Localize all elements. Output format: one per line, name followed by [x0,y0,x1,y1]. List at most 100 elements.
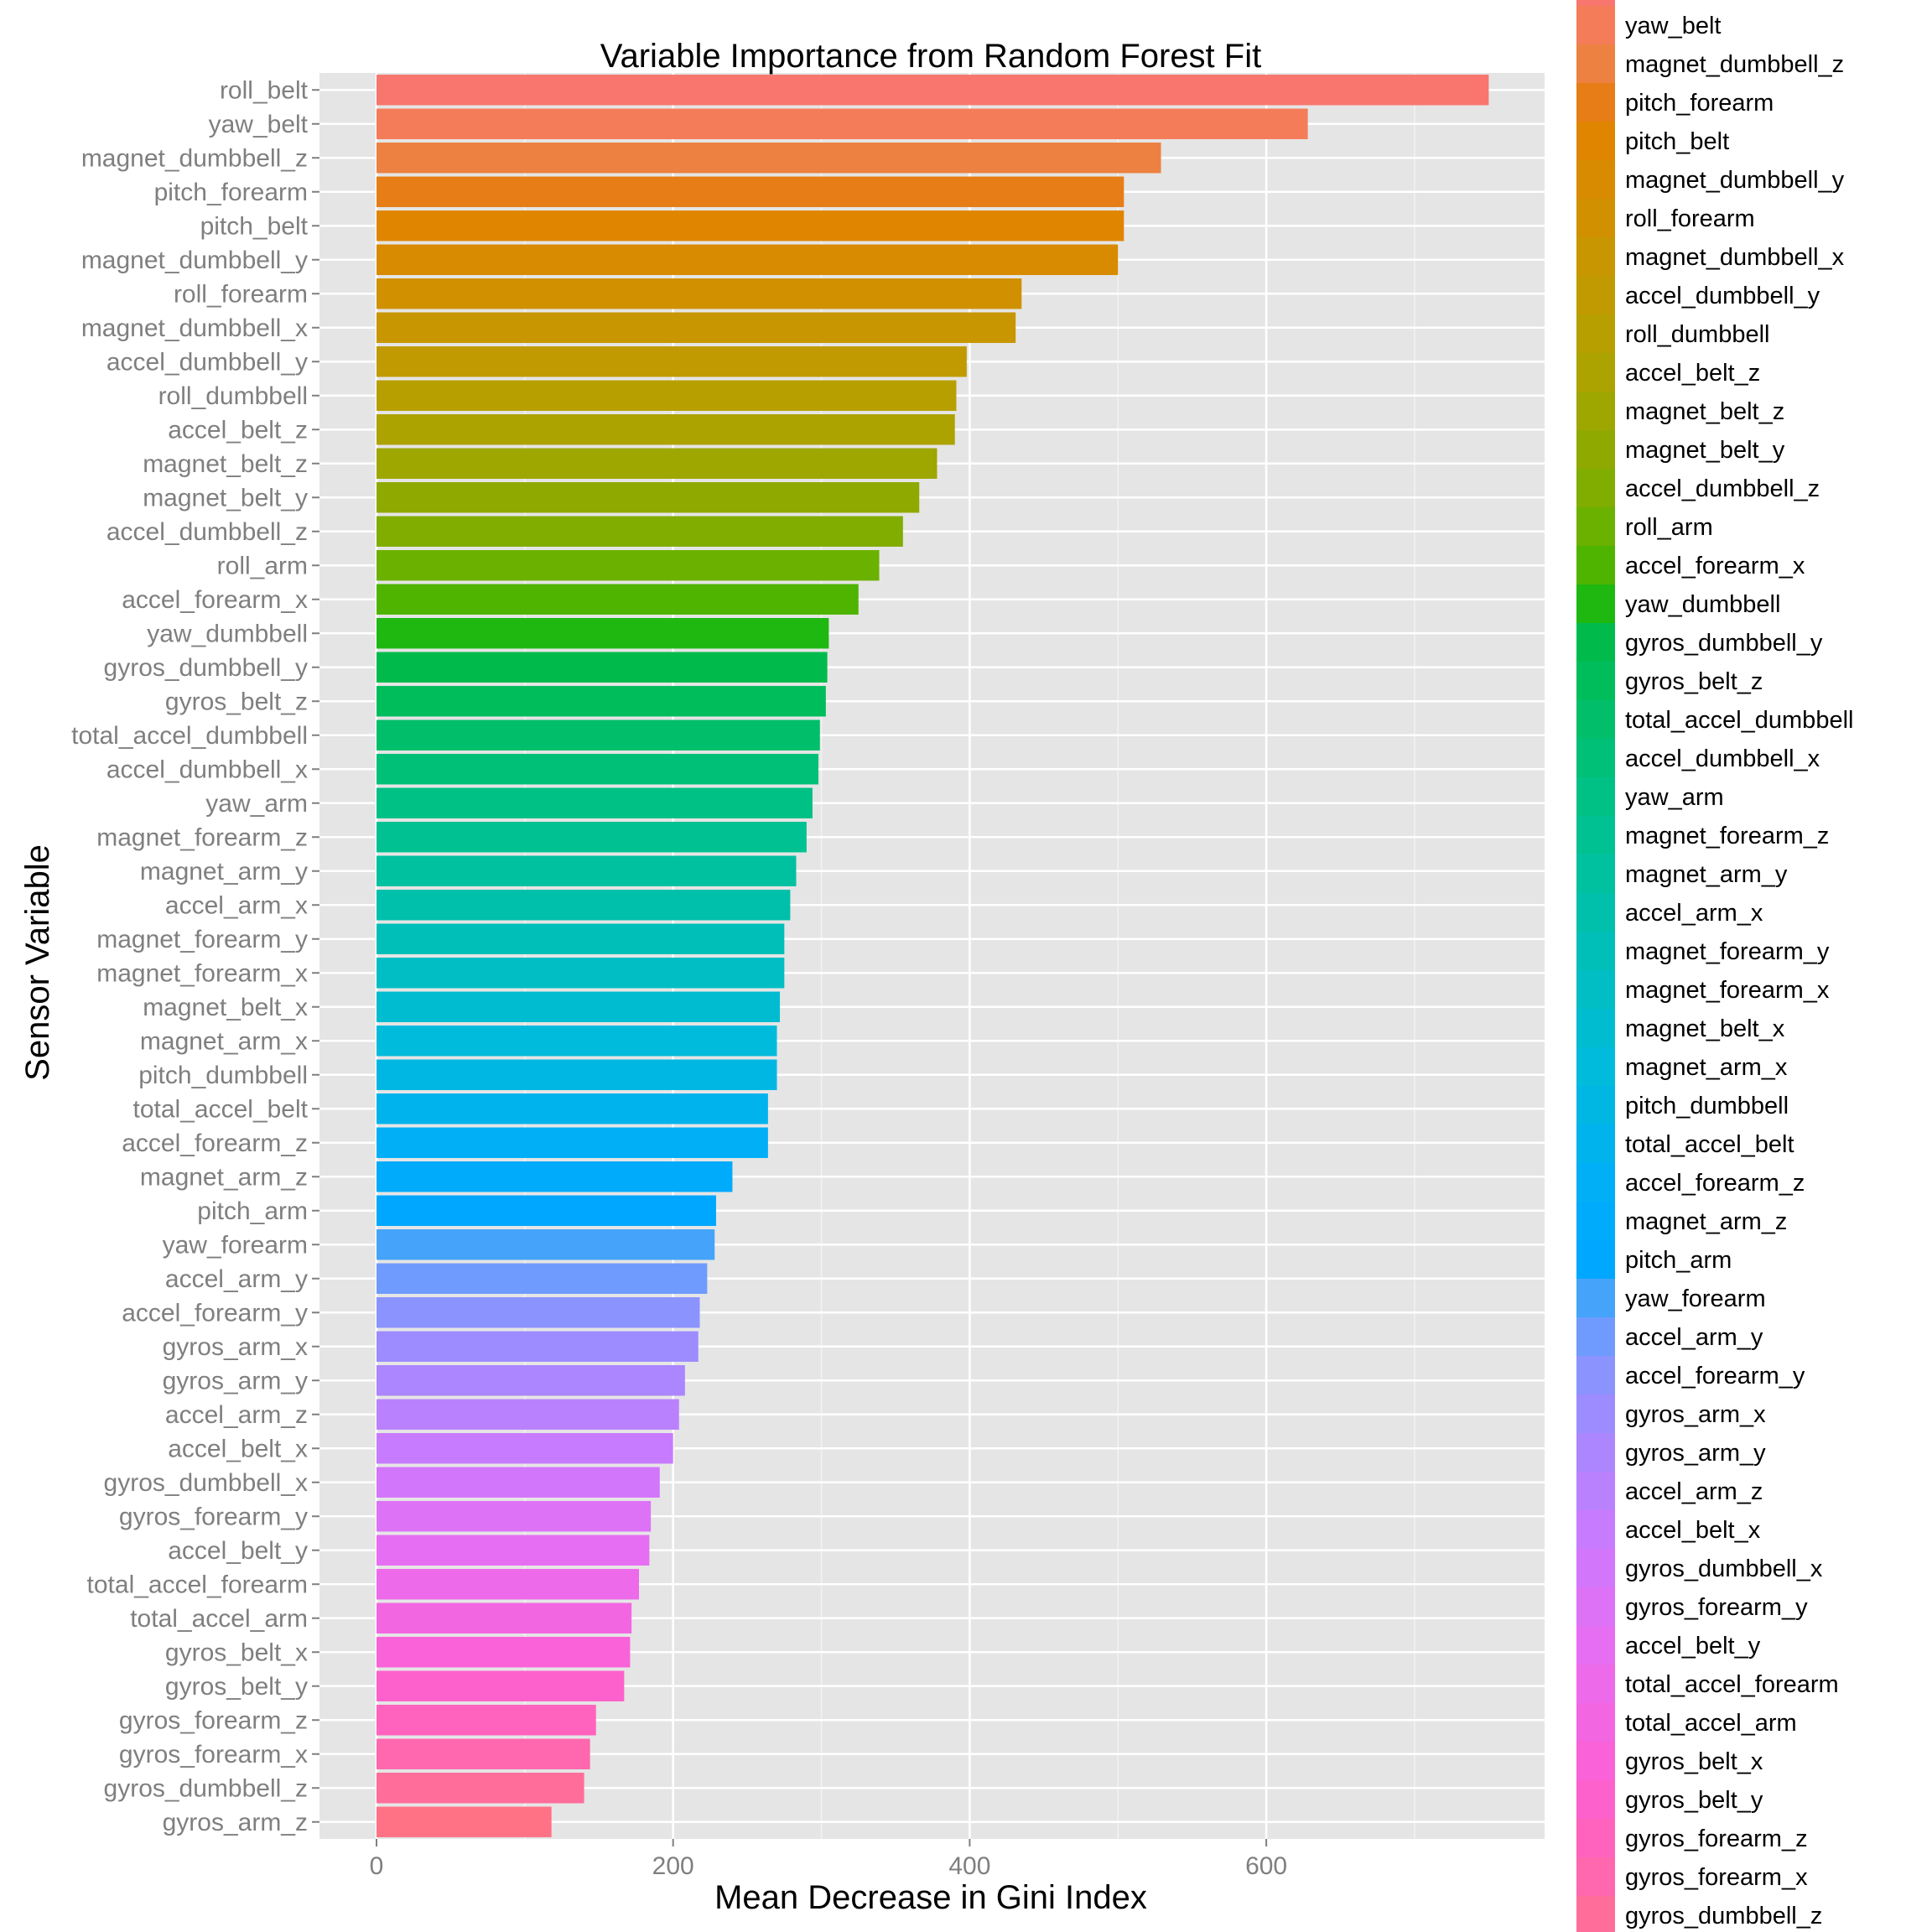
y-tick-label: pitch_belt [200,212,309,240]
bar-pitch_belt [377,210,1124,242]
bar-total_accel_forearm [377,1569,640,1600]
y-tick-label: gyros_belt_z [165,688,308,715]
y-tick-label: yaw_belt [209,111,309,138]
legend-key-pitch_forearm [1576,83,1615,122]
y-tick-label: magnet_arm_z [140,1163,308,1191]
y-tick-label: roll_belt [220,76,309,104]
bar-pitch_forearm [377,176,1124,207]
legend-label: gyros_forearm_x [1625,1864,1808,1891]
bar-yaw_belt [377,108,1308,139]
y-axis-title: Sensor Variable [19,844,56,1081]
legend-label: roll_forearm [1625,205,1755,232]
y-tick-label: magnet_forearm_x [96,959,308,987]
bar-gyros_belt_y [377,1670,625,1701]
bar-magnet_dumbbell_x [377,312,1016,343]
legend-key-accel_arm_x [1576,893,1615,932]
y-tick-label: pitch_forearm [154,179,308,206]
legend-key-magnet_arm_y [1576,854,1615,893]
y-tick-label: accel_dumbbell_y [106,348,308,376]
y-tick-label: gyros_arm_x [163,1333,308,1361]
legend-label: gyros_dumbbell_x [1625,1555,1823,1582]
bar-yaw_arm [377,787,813,818]
legend-label: gyros_belt_x [1625,1748,1763,1775]
legend-key-yaw_arm [1576,777,1615,816]
bar-accel_belt_x [377,1433,673,1464]
y-tick-label: total_accel_forearm [87,1571,308,1598]
legend-label: magnet_dumbbell_z [1625,51,1844,78]
y-tick-label: yaw_dumbbell [147,620,308,647]
bar-yaw_dumbbell [377,618,829,649]
y-tick-label: roll_dumbbell [158,382,308,410]
y-tick-label: magnet_belt_y [143,484,308,512]
legend-key-magnet_arm_x [1576,1047,1615,1086]
y-tick-label: gyros_dumbbell_z [104,1774,308,1802]
y-tick-label: yaw_forearm [163,1231,308,1259]
legend-label: magnet_belt_x [1625,1015,1785,1042]
legend-label: accel_arm_y [1625,1324,1763,1351]
bar-accel_belt_z [377,414,955,445]
legend-label: accel_belt_x [1625,1517,1761,1544]
legend-key-magnet_dumbbell_x [1576,237,1615,276]
legend-label: magnet_forearm_y [1625,938,1830,965]
legend-key-total_accel_dumbbell [1576,700,1615,739]
bar-gyros_forearm_x [377,1738,590,1769]
legend-key-accel_forearm_z [1576,1163,1615,1202]
legend-label: gyros_dumbbell_z [1625,1903,1822,1929]
x-tick-label: 200 [652,1852,694,1880]
legend-label: magnet_dumbbell_y [1625,167,1845,194]
legend-key-gyros_dumbbell_y [1576,623,1615,662]
y-tick-label: gyros_dumbbell_x [104,1469,308,1497]
legend-label: yaw_belt [1625,13,1721,39]
legend-label: accel_belt_y [1625,1633,1761,1659]
legend-key-magnet_arm_z [1576,1202,1615,1240]
y-tick-label: accel_arm_y [165,1265,308,1293]
y-tick-label: yaw_arm [205,790,308,818]
y-tick-label: magnet_belt_x [143,994,308,1021]
y-tick-label: total_accel_arm [130,1605,308,1633]
legend-key-gyros_forearm_y [1576,1587,1615,1626]
legend-label: magnet_arm_z [1625,1208,1787,1235]
y-tick-label: magnet_arm_x [140,1027,308,1055]
bar-roll_belt [377,75,1489,106]
legend-label: magnet_forearm_z [1625,823,1829,849]
legend-key-gyros_forearm_z [1576,1819,1615,1857]
legend-label: total_accel_forearm [1625,1671,1839,1698]
y-tick-label: accel_arm_x [165,891,308,919]
bar-total_accel_dumbbell [377,719,820,750]
legend-key-accel_dumbbell_x [1576,739,1615,777]
bar-gyros_forearm_z [377,1705,596,1736]
legend-label: gyros_forearm_z [1625,1826,1808,1852]
bar-gyros_arm_y [377,1365,685,1396]
bar-roll_arm [377,550,880,581]
bar-pitch_dumbbell [377,1059,777,1090]
legend-label: magnet_arm_y [1625,861,1788,888]
y-axis: gyros_arm_z gyros_dumbbell_z gyros_forearm… [71,76,319,1836]
bar-magnet_belt_x [377,991,781,1022]
bar-magnet_forearm_y [377,923,785,954]
legend-label: pitch_arm [1625,1247,1732,1274]
legend-key-accel_belt_y [1576,1626,1615,1665]
bar-magnet_forearm_x [377,958,785,989]
legend-key-accel_dumbbell_z [1576,469,1615,507]
legend-key-clipped [1576,0,1615,6]
legend-key-pitch_belt [1576,122,1615,160]
legend-key-accel_belt_x [1576,1510,1615,1549]
x-tick-label: 0 [370,1852,384,1880]
y-tick-label: total_accel_belt [133,1095,309,1123]
legend-key-magnet_dumbbell_y [1576,160,1615,199]
bar-gyros_belt_x [377,1637,631,1668]
legend-label: roll_arm [1625,514,1713,541]
legend-key-accel_belt_z [1576,353,1615,392]
bar-accel_dumbbell_x [377,754,819,785]
x-tick-label: 600 [1245,1852,1287,1880]
bar-gyros_dumbbell_z [377,1773,584,1804]
y-tick-label: accel_belt_y [168,1537,308,1565]
legend-label: accel_forearm_y [1625,1363,1805,1389]
legend-key-accel_arm_y [1576,1317,1615,1356]
y-tick-label: accel_forearm_x [122,586,308,614]
x-tick-label: 400 [948,1852,990,1880]
legend-label: total_accel_dumbbell [1625,707,1853,734]
legend-label: accel_arm_z [1625,1478,1763,1505]
legend-key-accel_arm_z [1576,1472,1615,1510]
